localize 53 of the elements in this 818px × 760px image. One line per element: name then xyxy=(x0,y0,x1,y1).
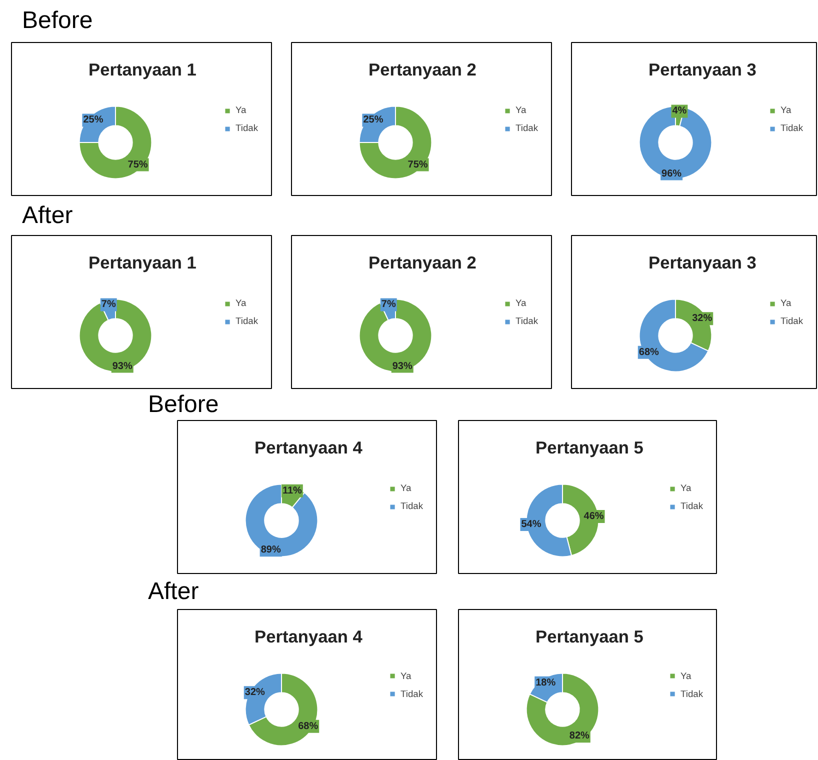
legend-label: Tidak xyxy=(780,122,803,134)
legend-label: Tidak xyxy=(516,122,538,134)
data-label: 32% xyxy=(244,687,266,698)
text: After xyxy=(22,201,73,231)
data-label: 7% xyxy=(101,299,116,310)
data-label: 32% xyxy=(692,313,712,324)
data-label: 18% xyxy=(536,677,556,688)
legend-label: Tidak xyxy=(516,315,538,327)
legend-label: Tidak xyxy=(236,315,258,327)
chart-title: Pertanyaan 2 xyxy=(368,60,476,80)
data-label: 96% xyxy=(662,168,682,180)
legend-label: Tidak xyxy=(780,315,803,327)
legend-label: Tidak xyxy=(400,688,423,700)
data-label: 75% xyxy=(128,159,148,170)
data-label: 25% xyxy=(83,114,104,126)
chart-title: Pertanyaan 5 xyxy=(536,626,644,646)
legend-label: Ya xyxy=(400,670,412,682)
legend-label: Ya xyxy=(680,670,692,682)
chart-title: Pertanyaan 4 xyxy=(254,626,363,646)
legend-label: Ya xyxy=(236,104,248,116)
legend-label: Tidak xyxy=(680,500,703,512)
data-label: 89% xyxy=(260,544,281,556)
legend-label: Ya xyxy=(680,482,692,494)
data-label: 46% xyxy=(584,511,604,522)
legend-label: Tidak xyxy=(236,122,258,134)
legend-label: Tidak xyxy=(680,688,703,700)
chart-title: Pertanyaan 5 xyxy=(536,438,644,458)
chart-title: Pertanyaan 3 xyxy=(648,252,757,272)
legend-label: Ya xyxy=(516,104,528,116)
data-label: 93% xyxy=(112,360,132,372)
legend-label: Ya xyxy=(400,482,412,494)
chart-title: Pertanyaan 3 xyxy=(648,60,757,80)
legend-label: Ya xyxy=(780,104,792,116)
legend-label: Ya xyxy=(236,297,248,309)
chart-title: Pertanyaan 1 xyxy=(88,60,197,80)
chart-title: Pertanyaan 4 xyxy=(254,438,363,458)
legend-label: Ya xyxy=(780,297,792,309)
data-label: 68% xyxy=(638,346,660,358)
legend-label: Ya xyxy=(516,297,528,309)
data-label: 7% xyxy=(381,299,396,310)
data-label: 93% xyxy=(392,360,412,372)
legend-label: Tidak xyxy=(400,500,423,512)
chart-title: Pertanyaan 1 xyxy=(88,252,197,272)
chart-title: Pertanyaan 2 xyxy=(368,252,476,272)
data-label: 75% xyxy=(408,159,428,170)
data-label: 25% xyxy=(363,114,384,126)
data-label: 11% xyxy=(282,485,302,496)
data-label: 54% xyxy=(521,518,542,530)
text: Before xyxy=(148,390,219,420)
data-label: 82% xyxy=(569,730,590,742)
text: Before xyxy=(22,6,93,36)
text: After xyxy=(148,577,199,607)
data-label: 68% xyxy=(298,720,318,732)
